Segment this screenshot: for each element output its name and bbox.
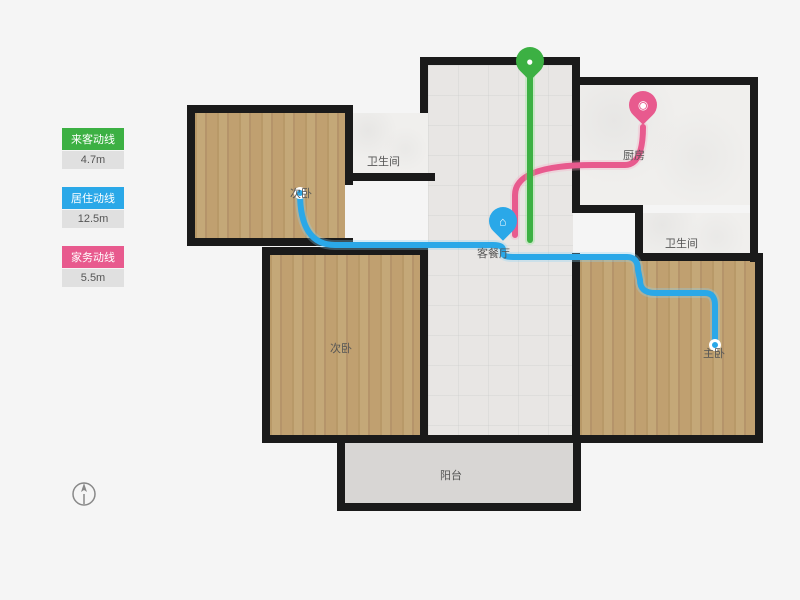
room-label-卫生间2: 卫生间 [665, 235, 698, 251]
wall-2 [187, 238, 353, 246]
wall-20 [337, 443, 345, 511]
wall-15 [420, 247, 428, 443]
room-label-客餐厅: 客餐厅 [477, 245, 510, 261]
room-主卧 [580, 260, 755, 435]
marker-chore: ◉ [629, 91, 657, 127]
legend-item-guest: 来客动线 4.7m [62, 128, 124, 169]
wall-13 [262, 247, 270, 443]
legend-value-chore: 5.5m [62, 269, 124, 287]
wall-4 [420, 57, 580, 65]
wall-1 [187, 105, 195, 245]
wall-18 [572, 435, 762, 443]
legend-label-living: 居住动线 [62, 187, 124, 209]
room-label-厨房: 厨房 [623, 147, 645, 163]
marker-icon-guest: ● [526, 54, 533, 68]
marker-icon-chore: ◉ [638, 98, 648, 112]
legend-value-living: 12.5m [62, 210, 124, 228]
wall-21 [337, 503, 581, 511]
legend-panel: 来客动线 4.7m 居住动线 12.5m 家务动线 5.5m [62, 128, 124, 305]
legend-label-chore: 家务动线 [62, 246, 124, 268]
wall-11 [635, 205, 643, 260]
wall-14 [262, 247, 428, 255]
wall-12 [635, 253, 760, 261]
marker-icon-living: ⌂ [499, 214, 506, 228]
wall-22 [573, 443, 581, 511]
legend-value-guest: 4.7m [62, 151, 124, 169]
wall-0 [187, 105, 353, 113]
room-label-次卧2: 次卧 [330, 340, 352, 356]
compass-icon [70, 480, 98, 508]
wall-16 [262, 435, 582, 443]
room-label-次卧: 次卧 [290, 185, 312, 201]
wall-5 [420, 57, 428, 113]
wall-19 [755, 253, 763, 443]
wall-10 [572, 205, 642, 213]
room-label-阳台: 阳台 [440, 467, 462, 483]
marker-guest: ● [516, 47, 544, 83]
wall-9 [750, 77, 758, 262]
marker-living: ⌂ [489, 207, 517, 243]
legend-label-guest: 来客动线 [62, 128, 124, 150]
wall-8 [572, 77, 757, 85]
wall-6 [345, 173, 435, 181]
room-次卧 [195, 113, 345, 238]
room-label-卫生间1: 卫生间 [367, 153, 400, 169]
room-label-主卧: 主卧 [703, 345, 725, 361]
wall-17 [572, 253, 580, 443]
legend-item-living: 居住动线 12.5m [62, 187, 124, 228]
legend-item-chore: 家务动线 5.5m [62, 246, 124, 287]
floorplan-container: ●⌂◉ 次卧卫生间客餐厅厨房卫生间次卧主卧阳台 [195, 65, 765, 535]
room-厨房 [580, 85, 750, 205]
